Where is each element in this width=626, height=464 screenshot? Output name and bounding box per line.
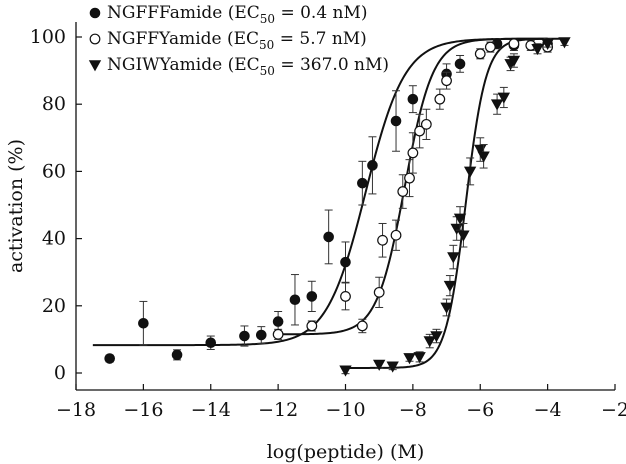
data-point	[430, 331, 443, 343]
y-axis-label: activation (%)	[5, 139, 27, 273]
data-point	[340, 256, 351, 268]
x-tick-label: −18	[56, 399, 96, 421]
data-point	[558, 37, 571, 49]
y-tick-label: 100	[30, 26, 66, 48]
data-point	[171, 349, 183, 361]
data-point	[272, 328, 284, 340]
data-point	[420, 118, 432, 130]
data-point	[434, 93, 446, 105]
x-tick-label: −12	[258, 399, 298, 421]
data-point	[541, 38, 554, 51]
data-point	[457, 230, 470, 242]
data-point	[357, 177, 368, 189]
y-tick-label: 80	[42, 93, 66, 115]
legend-entry: NGFFYamide (EC50 = 5.7 nM)	[107, 29, 367, 52]
data-point	[255, 329, 267, 341]
x-tick-label: −10	[325, 399, 365, 421]
fit-curve-ngiwyamide	[345, 37, 562, 369]
x-tick-label: −6	[466, 399, 494, 421]
data-point	[497, 92, 511, 104]
data-point	[443, 280, 457, 292]
data-point	[413, 352, 426, 364]
data-point	[404, 172, 415, 184]
series-ngiwyamide	[339, 37, 571, 377]
data-point	[390, 229, 402, 241]
data-point	[367, 160, 378, 171]
data-point	[484, 41, 496, 53]
data-point	[340, 290, 351, 302]
y-tick-label: 0	[54, 362, 66, 384]
data-point	[463, 166, 477, 178]
data-point	[373, 359, 386, 371]
data-point	[440, 302, 453, 314]
fit-curves	[92, 37, 562, 369]
y-tick-label: 40	[42, 228, 66, 250]
data-point	[323, 231, 334, 243]
data-point	[507, 55, 521, 67]
data-point	[477, 151, 490, 163]
data-point	[407, 147, 419, 159]
data-point	[289, 294, 301, 306]
data-point	[306, 291, 318, 302]
y-tick-label: 60	[42, 160, 66, 182]
data-point	[450, 223, 463, 235]
series-ngffyamide	[272, 38, 554, 340]
data-point	[423, 336, 436, 348]
data-point	[403, 353, 416, 365]
data-point	[138, 317, 149, 329]
legend-entry: NGIWYamide (EC50 = 367.0 nM)	[107, 55, 389, 78]
data-point	[205, 337, 217, 349]
data-point	[407, 93, 419, 105]
legend-marker	[89, 7, 101, 19]
data-point	[474, 48, 486, 60]
data-point	[508, 38, 520, 50]
x-tick-label: −4	[534, 399, 562, 421]
data-point	[104, 353, 115, 364]
data-point	[339, 365, 352, 377]
data-points	[104, 37, 571, 377]
x-tick-label: −2	[601, 399, 626, 421]
x-tick-label: −14	[191, 399, 231, 421]
data-point	[441, 75, 452, 87]
data-point	[531, 43, 544, 56]
data-point	[414, 125, 426, 137]
data-point	[390, 115, 402, 127]
legend-marker	[88, 60, 102, 72]
data-point	[474, 144, 487, 156]
fit-curve-ngfffamide	[92, 37, 548, 347]
x-tick-label: −8	[399, 399, 427, 421]
data-point	[377, 234, 388, 246]
legend-marker	[89, 33, 101, 45]
series-ngfffamide	[104, 38, 553, 364]
data-point	[386, 361, 399, 373]
x-axis-label: log(peptide) (M)	[267, 441, 425, 463]
x-tick-label: −16	[123, 399, 163, 421]
data-point	[454, 58, 466, 70]
data-point	[356, 320, 368, 332]
data-point	[453, 213, 467, 225]
data-point	[239, 330, 250, 342]
legend-entry: NGFFFamide (EC50 = 0.4 nM)	[107, 3, 368, 26]
data-point	[490, 99, 504, 111]
data-point	[306, 320, 318, 332]
data-point	[272, 316, 284, 327]
data-point	[373, 286, 385, 298]
legend: NGFFFamide (EC50 = 0.4 nM) NGFFYamide (EC…	[88, 3, 389, 78]
data-point	[447, 252, 460, 264]
axes: 0 20 40 60 80 100 −18 −16 −14 −12 −10 −8 −6 −4 −2	[30, 22, 626, 421]
y-tick-label: 20	[42, 295, 66, 317]
data-point	[397, 186, 409, 197]
fit-curve-ngffyamide	[278, 37, 548, 336]
